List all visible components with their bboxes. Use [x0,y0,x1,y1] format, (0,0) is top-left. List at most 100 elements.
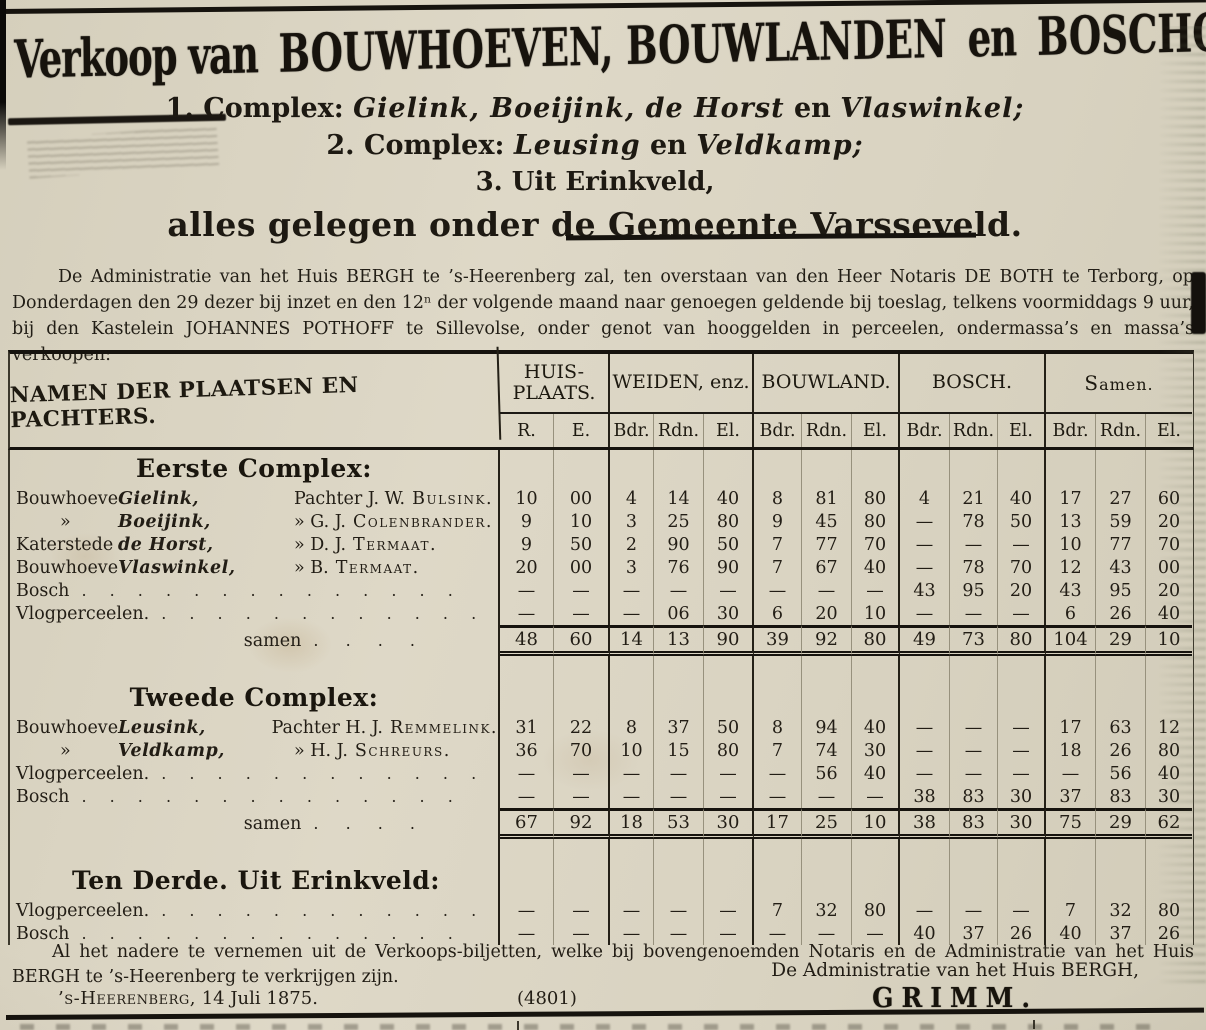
value-cell: 7 [754,899,802,922]
value-cell [500,450,554,487]
value-cell: 2 [610,533,654,556]
column-group-header: WEIDEN, enz. [610,354,754,414]
footer-place: ’s-Heerenberg, [58,988,196,1009]
value-cell: 30 [998,808,1046,839]
table-row: » Boeijink,» G. J. Colenbrander. 9 10 3 25 80 9 4… [10,510,1193,533]
value-cell: 22 [554,716,610,739]
samen-label: samen [243,813,302,834]
value-cell [802,450,852,487]
row-label: » Boeijink, » G. J. Colenbrander. [10,510,500,533]
value-cell: — [998,533,1046,556]
place-name: Leusink, [118,717,206,738]
value-cell: — [852,579,900,602]
section-heading-label: Tweede Complex: [129,683,379,712]
value-cell: 06 [654,602,704,625]
column-group-header: BOUWLAND. [754,354,900,414]
complex-conjunction: en [649,130,687,162]
value-cell: — [754,762,802,785]
value-cell [704,679,754,716]
row-label-text: Bosch [16,786,70,807]
spacer-cell [10,656,500,679]
value-cell: 26 [1157,923,1181,944]
value-cell: 15 [654,739,704,762]
value-cell [500,862,554,899]
row-label-text: Vlogperceelen. [16,603,150,624]
row-label: BouwhoeveGielink, Pachter J. W. Bulsink. [10,487,500,510]
value-cell: 45 [802,510,852,533]
value-cell: 80 [1157,740,1181,761]
pachter-prefix: » D. J. [294,534,347,555]
column-sub-header: Rdn. [950,414,998,447]
value-cell: 40 [852,762,900,785]
value-cell: — [704,785,754,808]
value-cell [950,862,998,899]
value-cell: 83 [950,785,998,808]
value-cell [1096,839,1146,862]
value-cell: 36 [500,739,554,762]
dot-leader: . . . . [313,631,426,650]
place-name: Vlaswinkel, [118,557,236,578]
value-cell: — [950,739,998,762]
value-cell: — [950,716,998,739]
value-cell: 26 [1096,602,1146,625]
complex-prefix: 2. Complex: [326,130,505,162]
table-row: Bosch. . . . . . . . . . . . . . — — — — — — — —… [10,922,1193,945]
table-row: BouwhoeveVlaswinkel,» B. Termaat. 20 00 3 76 9… [10,556,1193,579]
value-cell: 90 [704,556,754,579]
section-heading-row: Tweede Complex: [10,679,1193,716]
value-cell: 21 [950,487,998,510]
value-cell [900,450,950,487]
group-label-line: BOUWLAND. [761,371,891,394]
value-cell [802,656,852,679]
row-label-text: Vlogperceelen. [16,900,150,921]
value-cell: 40 [900,922,950,945]
pachter-name: Remmelink. [389,717,498,738]
intro-paragraph: De Administratie van het Huis BERGH te ’… [12,266,1194,366]
place-label: BouwhoeveLeusink, [16,718,262,738]
place-label: BouwhoeveGielink, [16,489,284,509]
row-label: Bosch . . . . . . . . . . . . . . [10,785,500,808]
value-cell: 43 [900,579,950,602]
value-cell: — [610,762,654,785]
value-cell: — [950,899,998,922]
pachter-prefix: Pachter H. J. [271,717,383,738]
value-cell: 37 [950,922,998,945]
samen-label: samen [243,630,302,651]
value-cell: 92 [554,808,610,839]
value-cell: 56 [802,762,852,785]
value-cell: 20 [1157,511,1181,532]
column-sub-header: El. [852,414,900,447]
place-prefix: » [60,740,71,761]
value-cell: 10 [1146,625,1192,656]
samen-label-cell: samen . . . . [10,625,500,656]
value-cell [610,450,654,487]
value-cell [1146,839,1192,862]
value-cell: — [654,899,704,922]
value-cell: 20 [500,556,554,579]
value-cell: 67 [500,808,554,839]
place-name: de Horst, [118,534,214,555]
value-cell: 76 [654,556,704,579]
column-sub-header: Bdr. [1046,414,1096,447]
table-row: Vlogperceelen.. . . . . . . . . . . . — — —… [10,899,1193,922]
scan-left-edge [0,0,6,170]
signature-org: De Administratie van het Huis BERGH, [771,960,1139,981]
place-label: » Veldkamp, [16,741,284,761]
value-cell: 12 [1046,556,1096,579]
title-segment: BOSCHGRONDEN. [1036,0,1206,68]
footer: Al het nadere te vernemen uit de Verkoop… [12,922,1194,1022]
place-prefix: Katerstede [16,534,114,555]
table-row: BouwhoeveGielink, Pachter J. W. Bulsink. 10… [10,487,1193,510]
value-cell: 4 [610,487,654,510]
place-label: BouwhoeveVlaswinkel, [16,558,284,578]
value-cell: 10 [500,487,554,510]
value-cell: — [610,922,654,945]
value-cell: — [654,922,704,945]
value-cell: 31 [500,716,554,739]
value-cell: 70 [852,533,900,556]
value-cell: — [998,602,1046,625]
dot-leader: . . . . [313,814,426,833]
value-cell: — [500,762,554,785]
value-cell: 6 [754,602,802,625]
value-cell: 40 [1157,763,1181,784]
